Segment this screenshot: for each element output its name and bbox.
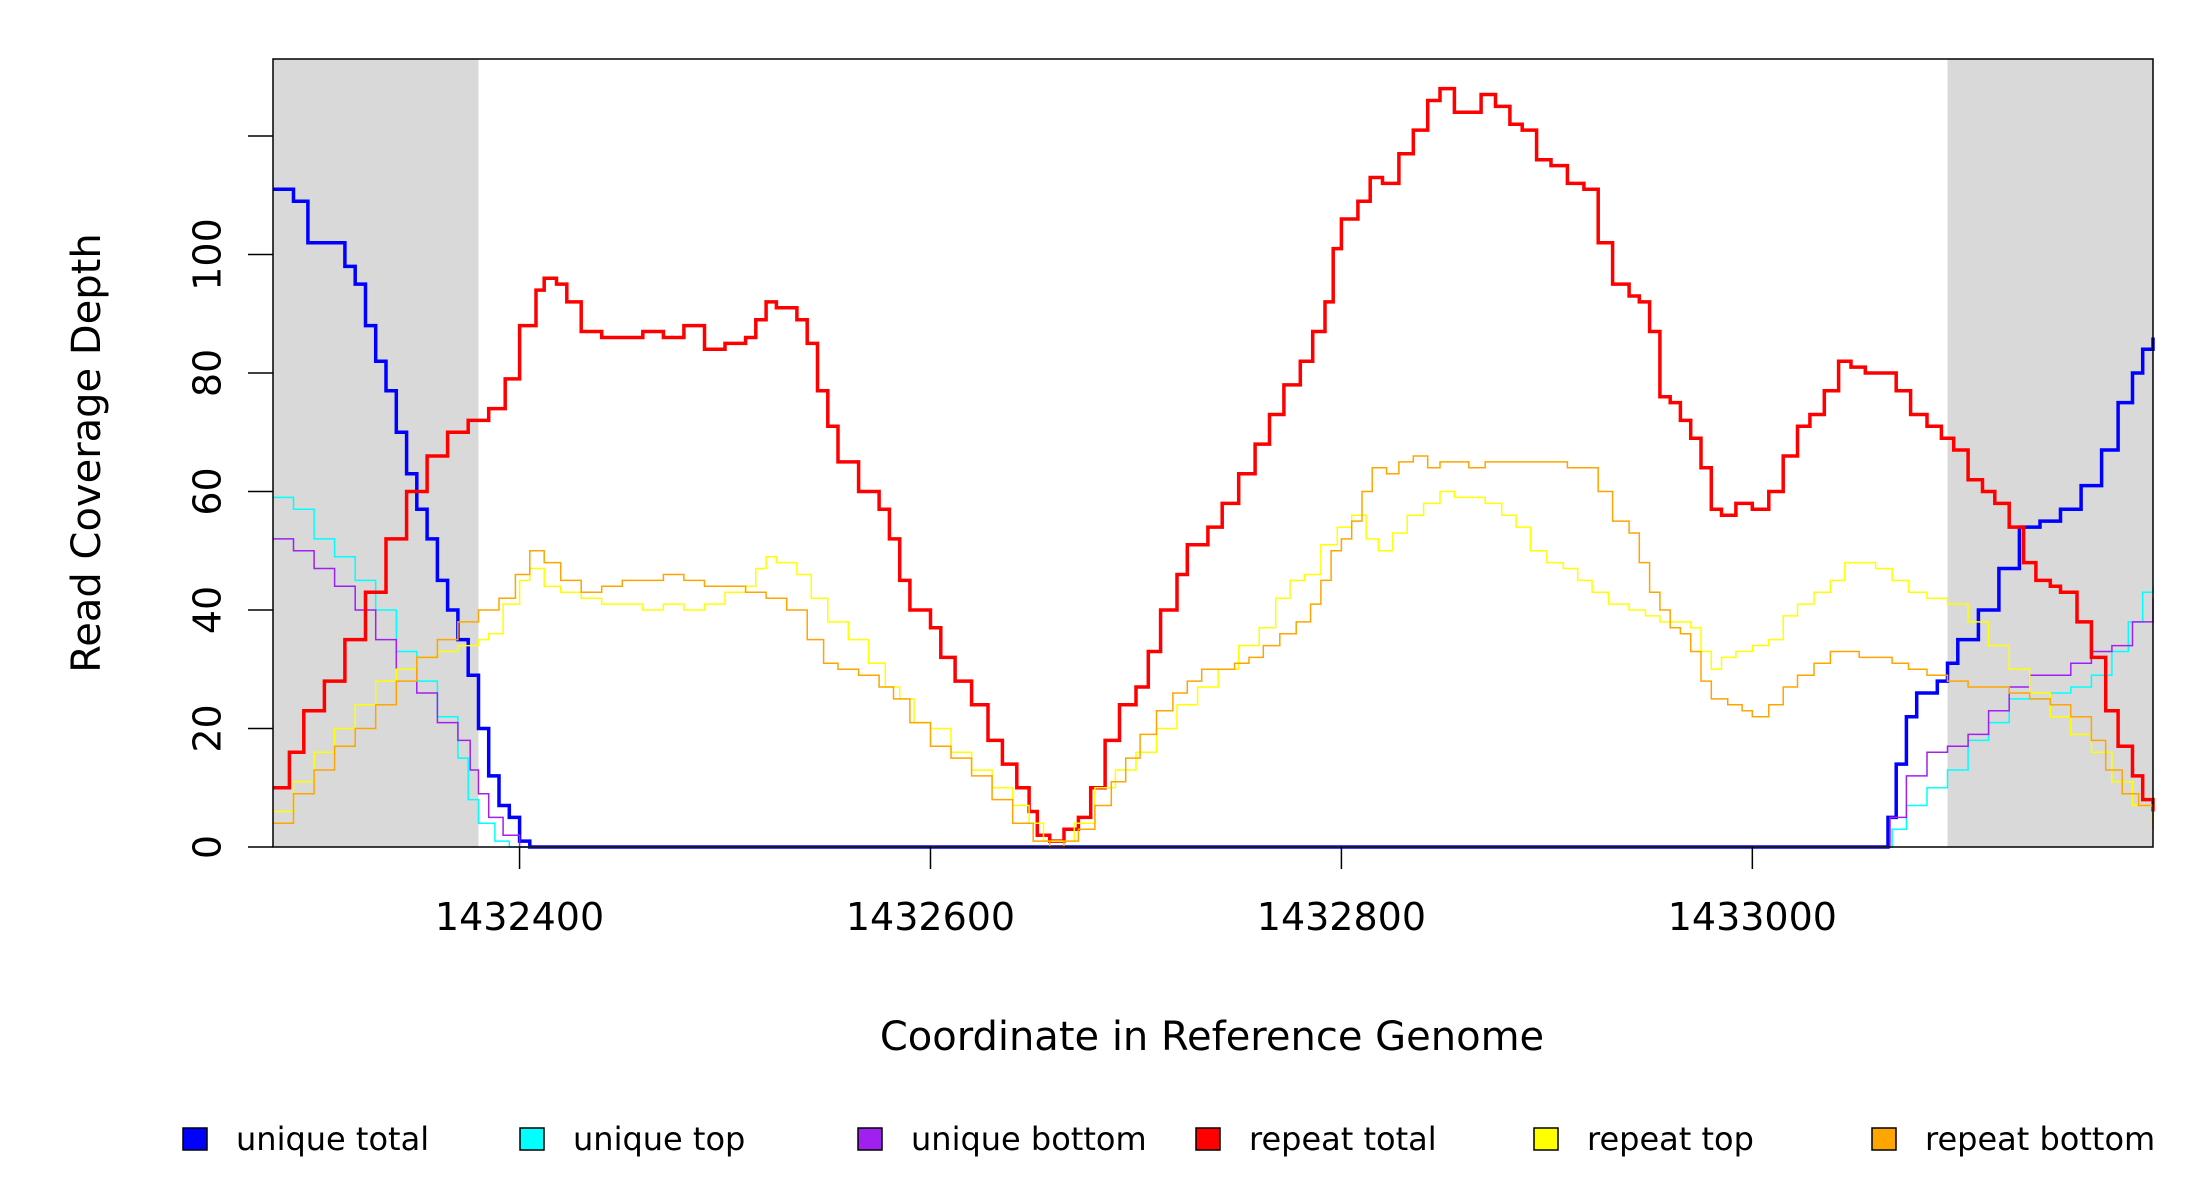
y-tick-label: 80 [185, 349, 229, 397]
legend-swatch-repeat-total [1195, 1127, 1221, 1151]
legend-label-unique-bottom: unique bottom [911, 1120, 1147, 1158]
y-tick-label: 100 [185, 218, 229, 291]
y-tick-label: 20 [185, 704, 229, 752]
x-tick-label: 1433000 [1668, 895, 1837, 939]
series-repeat-total-line [273, 86, 2155, 843]
legend-swatch-repeat-top [1533, 1127, 1559, 1151]
legend-swatch-repeat-bottom [1871, 1127, 1897, 1151]
x-tick-label: 1432600 [846, 895, 1015, 939]
series-repeat-top-line [273, 490, 2154, 842]
legend-label-unique-top: unique top [573, 1120, 745, 1158]
legend-swatch-unique-top [519, 1127, 545, 1151]
legend: unique total unique top unique bottom repea… [182, 1120, 2155, 1158]
legend-label-unique-total: unique total [236, 1120, 429, 1158]
legend-swatch-unique-total [182, 1127, 208, 1151]
legend-label-repeat-bottom: repeat bottom [1925, 1120, 2155, 1158]
shaded-region-2 [1947, 59, 2153, 847]
x-tick-label: 1432800 [1257, 895, 1426, 939]
y-tick-label: 0 [185, 835, 229, 859]
series-lines [273, 86, 2155, 849]
legend-label-repeat-top: repeat top [1587, 1120, 1754, 1158]
legend-swatch-unique-bottom [857, 1127, 883, 1151]
plot-frame [272, 58, 2154, 848]
series-unique-total-line [273, 187, 2155, 849]
y-tick-label: 40 [185, 586, 229, 634]
x-axis-title: Coordinate in Reference Genome [880, 1014, 1544, 1060]
series-repeat-bottom-line [273, 455, 2154, 848]
y-axis-title: Read Coverage Depth [64, 233, 110, 672]
legend-label-repeat-total: repeat total [1249, 1120, 1437, 1158]
y-axis: 0 20 40 60 80 100 [185, 135, 273, 859]
x-tick-label: 1432400 [435, 895, 604, 939]
x-axis: 1432400 1432600 1432800 1433000 [435, 847, 1837, 939]
y-tick-label: 60 [185, 467, 229, 515]
